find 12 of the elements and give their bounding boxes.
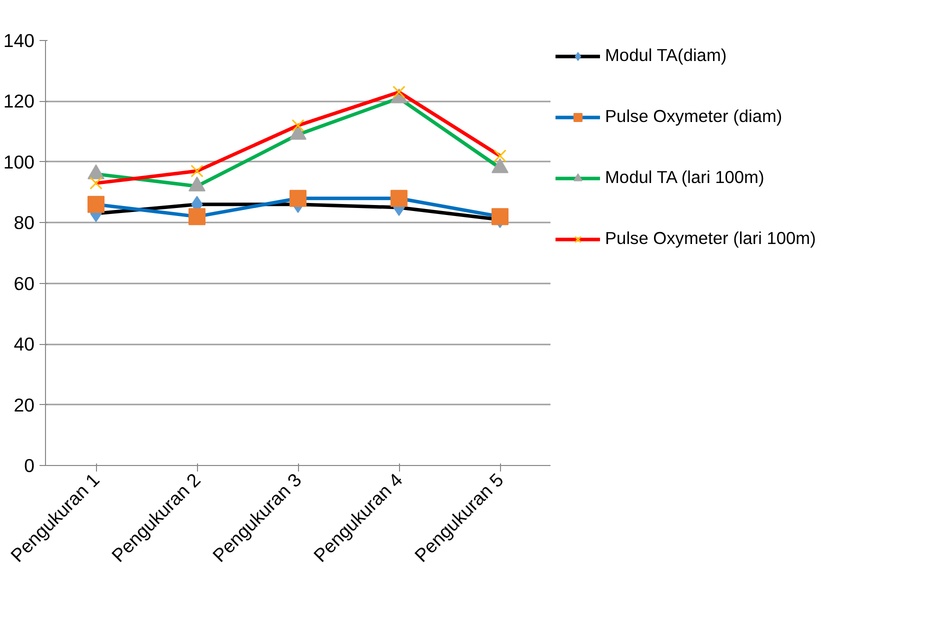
legend-label: Pulse Oxymeter (diam) (605, 106, 782, 127)
y-tick-label: 120 (3, 90, 35, 112)
y-tick-label: 60 (14, 272, 35, 294)
y-tick-label: 0 (24, 455, 35, 476)
y-tick-label: 20 (14, 394, 35, 416)
legend-label: Modul TA(diam) (605, 45, 727, 66)
legend-label: Modul TA (lari 100m) (605, 167, 764, 188)
y-tick-label: 140 (3, 30, 35, 51)
legend-label: Pulse Oxymeter (lari 100m) (605, 228, 816, 249)
y-tick-label: 80 (14, 212, 35, 234)
y-tick-label: 40 (14, 334, 35, 355)
y-tick-label: 100 (3, 151, 35, 172)
